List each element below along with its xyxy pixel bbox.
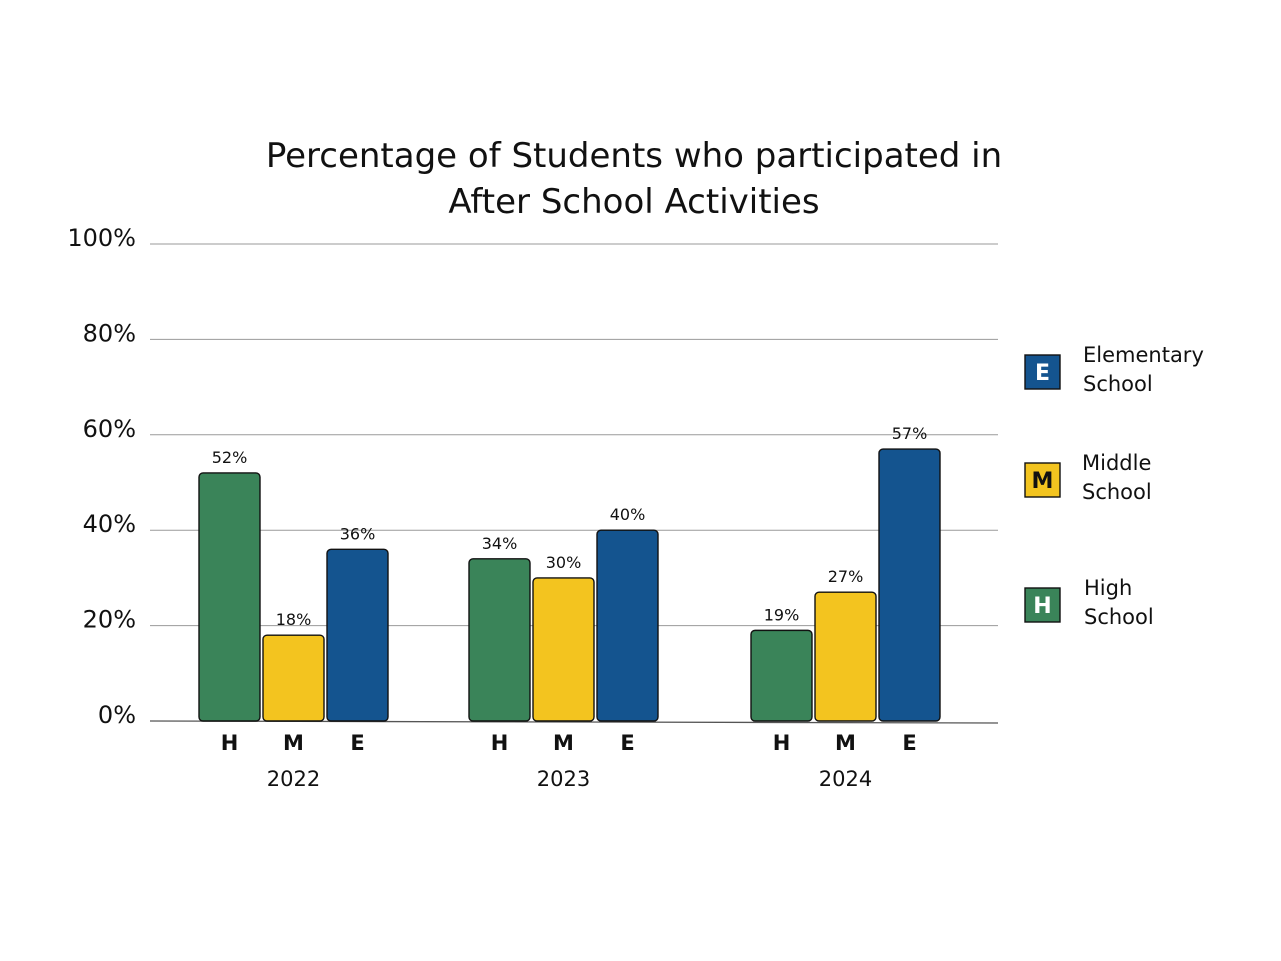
x-category-label: M xyxy=(553,731,574,755)
legend-label: Elementary xyxy=(1083,343,1204,367)
x-category-label: H xyxy=(221,731,239,755)
legend: E Elementary School M Middle School H High Scho… xyxy=(1024,343,1204,629)
bar-2024-M xyxy=(814,591,877,722)
bar-2022-H xyxy=(198,472,261,722)
data-label: 57% xyxy=(892,424,928,443)
data-label: 34% xyxy=(482,534,518,553)
y-tick-label: 20% xyxy=(83,606,136,634)
chart-title-line: Percentage of Students who participated … xyxy=(266,136,1002,176)
x-category-label: E xyxy=(350,731,364,755)
data-label: 18% xyxy=(276,610,312,629)
legend-swatch xyxy=(1024,587,1061,623)
legend-label: School xyxy=(1082,480,1152,504)
data-label: 27% xyxy=(828,567,864,586)
legend-label: School xyxy=(1084,605,1154,629)
bar-2024-H xyxy=(750,629,813,722)
bar-2022-E xyxy=(326,548,389,722)
y-tick-label: 100% xyxy=(67,224,136,252)
data-label: 52% xyxy=(212,448,248,467)
legend-label: School xyxy=(1083,372,1153,396)
data-label: 19% xyxy=(764,605,800,624)
chart-title: Percentage of Students who participated … xyxy=(266,136,1002,222)
legend-item-E: E Elementary School xyxy=(1024,343,1204,396)
x-group-label: 2022 xyxy=(267,767,320,791)
data-label: 40% xyxy=(610,505,646,524)
legend-label: Middle xyxy=(1082,451,1151,475)
x-category-label: M xyxy=(283,731,304,755)
bar-2023-H xyxy=(468,558,531,722)
y-tick-label: 40% xyxy=(83,510,136,538)
bar-2023-E xyxy=(596,529,659,722)
data-label: 30% xyxy=(546,553,582,572)
bar-2022-M xyxy=(262,634,325,722)
bars: 52% 18% 36% 34% 30% 40% 19% 27% 57% xyxy=(198,424,941,722)
y-tick-label: 80% xyxy=(83,319,136,347)
legend-swatch xyxy=(1024,462,1061,498)
x-group-label: 2023 xyxy=(537,767,590,791)
y-tick-label: 0% xyxy=(98,701,136,729)
y-axis-ticks: 0% 20% 40% 60% 80% 100% xyxy=(67,224,136,729)
x-category-label: M xyxy=(835,731,856,755)
chart-title-line: After School Activities xyxy=(448,182,819,222)
legend-swatch xyxy=(1024,354,1061,390)
x-category-label: H xyxy=(773,731,791,755)
bar-2024-E xyxy=(878,448,941,722)
legend-swatch-letter: H xyxy=(1033,594,1051,619)
x-category-label: H xyxy=(491,731,509,755)
y-tick-label: 60% xyxy=(83,415,136,443)
legend-label: High xyxy=(1084,576,1132,600)
x-category-label: E xyxy=(620,731,634,755)
legend-item-H: H High School xyxy=(1024,576,1154,629)
x-axis: H M E 2022 H M E 2023 H M E 2024 xyxy=(221,731,917,791)
data-label: 36% xyxy=(340,524,376,543)
legend-item-M: M Middle School xyxy=(1024,451,1152,504)
legend-swatch-letter: E xyxy=(1035,361,1050,386)
bar-2023-M xyxy=(532,577,595,722)
x-group-label: 2024 xyxy=(819,767,872,791)
legend-swatch-letter: M xyxy=(1032,469,1054,494)
x-category-label: E xyxy=(902,731,916,755)
